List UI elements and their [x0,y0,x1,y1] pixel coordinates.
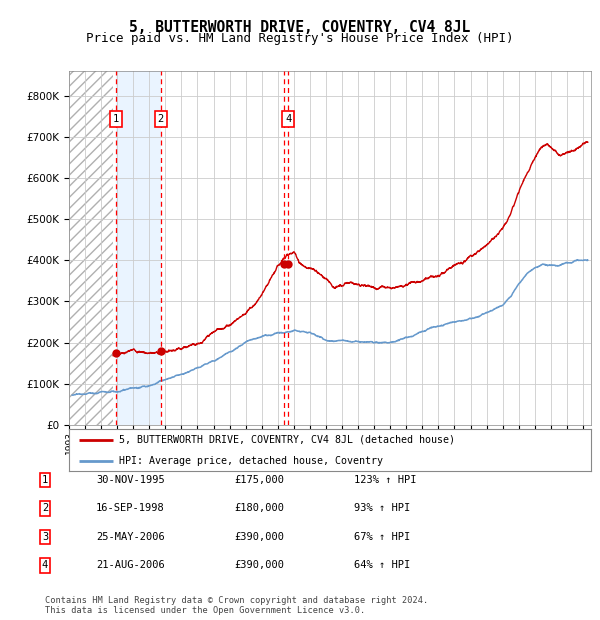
Text: £390,000: £390,000 [234,560,284,570]
Text: 4: 4 [42,560,48,570]
Bar [116,71,161,425]
Text: Price paid vs. HM Land Registry's House Price Index (HPI): Price paid vs. HM Land Registry's House … [86,32,514,45]
Text: 123% ↑ HPI: 123% ↑ HPI [354,475,416,485]
Text: 2: 2 [42,503,48,513]
Text: 3: 3 [42,532,48,542]
Text: HPI: Average price, detached house, Coventry: HPI: Average price, detached house, Cove… [119,456,383,466]
Text: 21-AUG-2006: 21-AUG-2006 [96,560,165,570]
Text: 67% ↑ HPI: 67% ↑ HPI [354,532,410,542]
Text: 1: 1 [113,114,119,124]
Text: 5, BUTTERWORTH DRIVE, COVENTRY, CV4 8JL (detached house): 5, BUTTERWORTH DRIVE, COVENTRY, CV4 8JL … [119,435,455,445]
Text: £175,000: £175,000 [234,475,284,485]
Text: 5, BUTTERWORTH DRIVE, COVENTRY, CV4 8JL: 5, BUTTERWORTH DRIVE, COVENTRY, CV4 8JL [130,20,470,35]
Bar [69,71,113,425]
Text: £390,000: £390,000 [234,532,284,542]
Text: 93% ↑ HPI: 93% ↑ HPI [354,503,410,513]
Text: 64% ↑ HPI: 64% ↑ HPI [354,560,410,570]
Text: 1: 1 [42,475,48,485]
Text: 4: 4 [285,114,291,124]
Text: 30-NOV-1995: 30-NOV-1995 [96,475,165,485]
Text: 2: 2 [158,114,164,124]
Text: 16-SEP-1998: 16-SEP-1998 [96,503,165,513]
Text: Contains HM Land Registry data © Crown copyright and database right 2024.
This d: Contains HM Land Registry data © Crown c… [45,596,428,615]
Text: £180,000: £180,000 [234,503,284,513]
Text: 25-MAY-2006: 25-MAY-2006 [96,532,165,542]
